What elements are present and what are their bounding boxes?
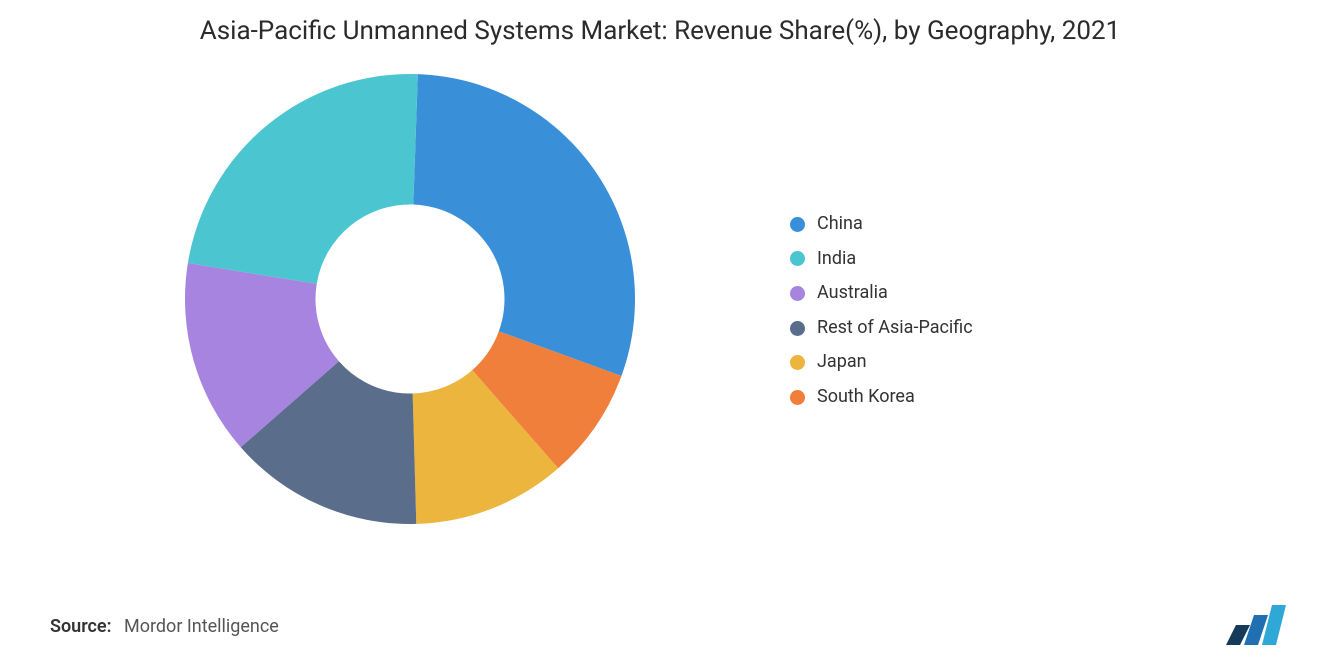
- legend-swatch: [790, 355, 805, 370]
- legend-swatch: [790, 251, 805, 266]
- legend-item: Rest of Asia-Pacific: [790, 313, 973, 344]
- donut-slice: [188, 74, 418, 284]
- logo-bar: [1262, 605, 1286, 645]
- brand-logo: [1220, 601, 1290, 645]
- source-value: Mordor Intelligence: [124, 616, 279, 637]
- chart-title: Asia-Pacific Unmanned Systems Market: Re…: [0, 0, 1320, 49]
- legend-item: South Korea: [790, 382, 973, 413]
- legend-label: Rest of Asia-Pacific: [817, 313, 973, 344]
- source-label: Source:: [50, 616, 112, 637]
- legend-label: South Korea: [817, 382, 915, 413]
- legend-item: China: [790, 209, 973, 240]
- legend-label: Australia: [817, 278, 888, 309]
- chart-container: Asia-Pacific Unmanned Systems Market: Re…: [0, 0, 1320, 665]
- legend: China IndiaAustralia Rest of Asia-PacificJ…: [790, 209, 973, 417]
- legend-swatch: [790, 390, 805, 405]
- legend-swatch: [790, 217, 805, 232]
- donut-slice: [413, 74, 635, 376]
- legend-item: India: [790, 244, 973, 275]
- legend-label: India: [817, 244, 856, 275]
- legend-label: China: [817, 209, 863, 240]
- legend-item: Japan: [790, 347, 973, 378]
- legend-item: Australia: [790, 278, 973, 309]
- legend-label: Japan: [817, 347, 867, 378]
- legend-swatch: [790, 286, 805, 301]
- chart-area: China IndiaAustralia Rest of Asia-PacificJ…: [0, 59, 1320, 539]
- legend-swatch: [790, 321, 805, 336]
- source-line: Source: Mordor Intelligence: [50, 616, 279, 637]
- donut-chart: [180, 69, 640, 529]
